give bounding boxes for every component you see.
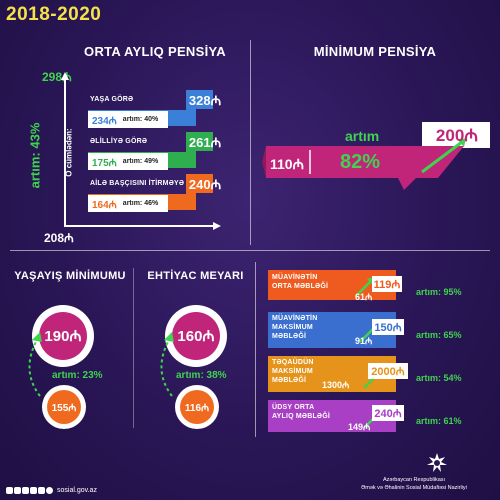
min-pension-new: 200₼ xyxy=(435,126,479,145)
bar-increase-udsy-avg: artım: 61% xyxy=(416,416,462,426)
bar-new-avg-benefit: 119₼ xyxy=(372,276,402,292)
category-increase: artım: 40% xyxy=(122,116,159,123)
bar-increase-max-scholarship: artım: 54% xyxy=(416,373,462,383)
category-old-value: 164₼ xyxy=(92,199,117,211)
living-min-new-circle: 190₼ xyxy=(32,305,94,367)
social-icons: sosial.gov.az xyxy=(6,487,97,494)
bar-label-max-scholarship: TƏQAÜDÜN MAKSİMUM MƏBLƏĞİ xyxy=(272,359,314,384)
avg-pension-title: ORTA AYLIQ PENSİYA xyxy=(84,44,226,59)
living-min-title: YAŞAYIŞ MİNİMUMU xyxy=(14,270,126,282)
bar-shape-avg-benefit xyxy=(268,270,396,300)
living-min-increase: artım: 23% xyxy=(52,370,103,381)
telegram-icon[interactable] xyxy=(38,487,45,494)
category-increase: artım: 49% xyxy=(122,158,159,165)
bar-label-max-benefit: MÜAVİNƏTİN MAKSİMUM MƏBLƏĞİ xyxy=(272,315,318,340)
divider-bottom-left-vertical xyxy=(133,268,134,428)
min-pension-ribbon xyxy=(262,122,490,190)
category-old-value: 234₼ xyxy=(92,115,117,127)
divider-middle-horizontal xyxy=(10,250,490,251)
axis-side-label: O cümlədən: xyxy=(64,128,74,177)
min-pension-increase-label: artım xyxy=(345,128,380,144)
bar-increase-max-benefit: artım: 65% xyxy=(416,330,462,340)
need-level-increase: artım: 38% xyxy=(176,370,227,381)
axis-bottom-value: 208₼ xyxy=(44,231,74,245)
bar-label-udsy-avg: ÜDSY ORTA AYLIQ MƏBLƏĞİ xyxy=(272,404,331,420)
living-min-old-circle: 155₼ xyxy=(42,385,86,429)
bar-new-max-benefit: 150₼ xyxy=(372,319,404,335)
facebook-icon[interactable] xyxy=(6,487,13,494)
category-new-breadwinner: 240₼ xyxy=(188,176,222,192)
divider-bottom-vertical xyxy=(255,262,256,437)
bar-old-max-scholarship: 1300₼ xyxy=(322,380,350,390)
ministry-line1: Azərbaycan Respublikası xyxy=(382,477,446,483)
bar-new-max-scholarship: 2000₼ xyxy=(368,363,408,379)
need-level-new-circle: 160₼ xyxy=(165,305,227,367)
bar-old-max-benefit: 91₼ xyxy=(355,336,373,346)
bar-old-udsy-avg: 149₼ xyxy=(348,422,371,432)
category-old-breadwinner: 164₼ artım: 46% xyxy=(88,195,168,212)
bar-old-avg-benefit: 61₼ xyxy=(355,292,373,302)
year-range-title: 2018-2020 xyxy=(6,4,102,25)
ministry-emblem-icon xyxy=(427,453,447,472)
category-new-age: 328₼ xyxy=(188,92,222,108)
x-axis-arrow xyxy=(213,222,221,230)
ministry-line2: Əmək və Əhalinin Sosial Müdafiəsi Nazirl… xyxy=(361,485,467,491)
need-level-arrow xyxy=(160,332,174,397)
category-increase: artım: 46% xyxy=(122,200,159,207)
youtube-icon[interactable] xyxy=(30,487,37,494)
living-min-new-value: 190₼ xyxy=(39,312,87,360)
axis-increase-label: artım: 43% xyxy=(27,122,43,189)
divider-top-vertical xyxy=(250,40,251,245)
need-level-new-value: 160₼ xyxy=(172,312,220,360)
need-level-title: EHTİYAC MEYARI xyxy=(147,270,244,282)
site-link[interactable]: sosial.gov.az xyxy=(57,487,97,494)
category-new-disability: 261₼ xyxy=(188,134,222,150)
twitter-icon[interactable] xyxy=(22,487,29,494)
category-label-age: YAŞA GÖRƏ xyxy=(90,96,134,103)
living-min-arrow xyxy=(28,332,42,397)
bar-label-avg-benefit: MÜAVİNƏTİN ORTA MƏBLƏĞİ xyxy=(272,274,329,290)
web-icon[interactable] xyxy=(46,487,53,494)
x-axis-line xyxy=(64,225,214,227)
y-axis-arrow xyxy=(61,72,69,80)
category-label-breadwinner: AİLƏ BAŞÇISINI İTİRMƏYƏ GÖRƏ xyxy=(90,180,209,187)
bar-increase-avg-benefit: artım: 95% xyxy=(416,287,462,297)
category-label-disability: ƏLİLLİYƏ GÖRƏ xyxy=(90,138,148,145)
min-pension-old: 110₼ xyxy=(270,156,304,172)
min-pension-percent: 82% xyxy=(340,151,381,173)
instagram-icon[interactable] xyxy=(14,487,21,494)
bar-new-udsy-avg: 240₼ xyxy=(372,405,404,421)
min-pension-title: MİNİMUM PENSİYA xyxy=(313,44,437,59)
category-old-age: 234₼ artım: 40% xyxy=(88,111,168,128)
category-old-value: 175₼ xyxy=(92,157,117,169)
y-axis-line xyxy=(64,78,66,226)
category-old-disability: 175₼ artım: 49% xyxy=(88,153,168,170)
need-level-old-value: 116₼ xyxy=(180,390,214,424)
need-level-old-circle: 116₼ xyxy=(175,385,219,429)
living-min-old-value: 155₼ xyxy=(47,390,81,424)
